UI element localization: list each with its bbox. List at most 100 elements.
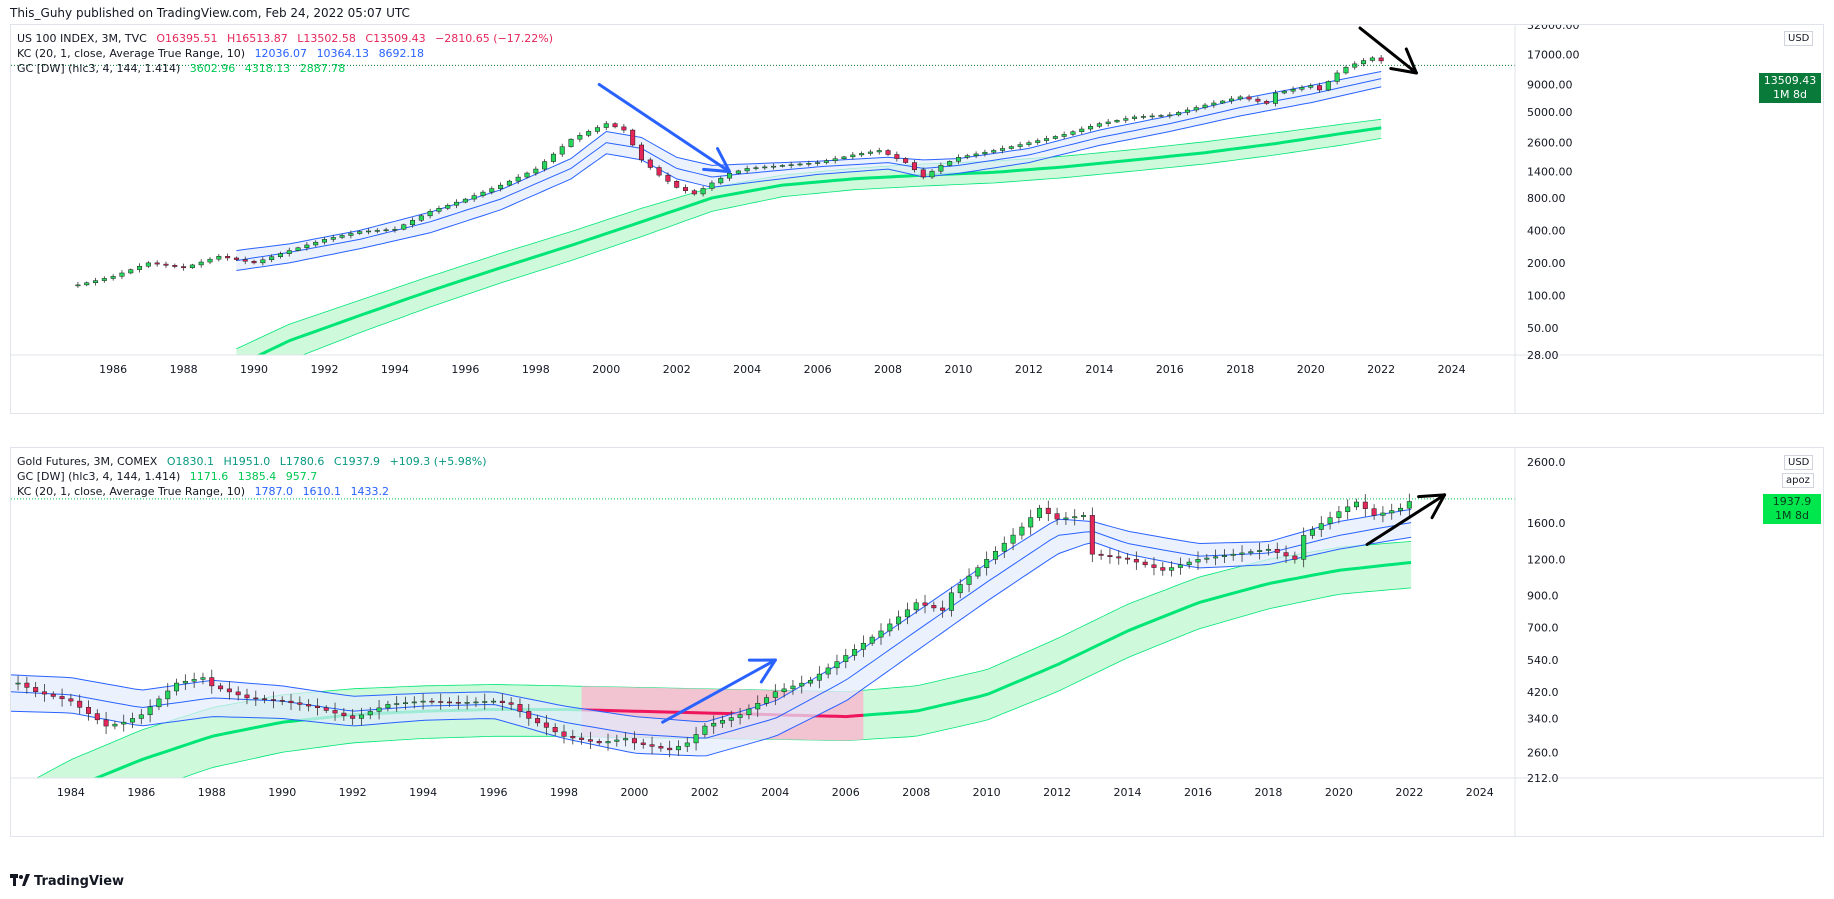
candle-body bbox=[887, 623, 893, 632]
candle-body bbox=[508, 702, 514, 705]
candle-body bbox=[165, 690, 171, 700]
candle-body bbox=[913, 602, 919, 611]
candle-body bbox=[1398, 507, 1404, 511]
candle-body bbox=[314, 705, 320, 708]
candle-body bbox=[667, 747, 673, 751]
gold-chart-panel[interactable]: 2600.0 1600.0 1200.0 900.0 700.0 540.0 420.0 34… bbox=[10, 447, 1824, 837]
candle-body bbox=[295, 247, 301, 251]
candle-body bbox=[790, 685, 796, 690]
x-tick-label: 2024 bbox=[1438, 363, 1466, 376]
candle-body bbox=[1079, 128, 1085, 132]
candle-body bbox=[885, 150, 891, 155]
candle-body bbox=[533, 168, 539, 174]
x-tick-label: 2006 bbox=[832, 786, 860, 799]
x-tick-label: 2000 bbox=[592, 363, 620, 376]
candle-body bbox=[806, 163, 812, 165]
kc-indicator-line[interactable]: KC (20, 1, close, Average True Range, 10… bbox=[17, 484, 493, 499]
x-tick-label: 1992 bbox=[339, 786, 367, 799]
candle-body bbox=[984, 559, 990, 568]
candle-body bbox=[411, 701, 417, 704]
candle-body bbox=[640, 742, 646, 745]
candle-body bbox=[1026, 142, 1032, 145]
x-tick-label: 2004 bbox=[761, 786, 789, 799]
kc-indicator-line[interactable]: KC (20, 1, close, Average True Range, 10… bbox=[17, 46, 559, 61]
y-tick-label: 50.00 bbox=[1527, 322, 1559, 335]
x-tick-label: 1994 bbox=[409, 786, 437, 799]
x-tick-label: 2022 bbox=[1395, 786, 1423, 799]
candle-body bbox=[471, 195, 477, 200]
candle-body bbox=[1052, 136, 1058, 139]
x-tick-label: 2006 bbox=[804, 363, 832, 376]
x-tick-label: 1998 bbox=[522, 363, 550, 376]
gc-indicator-line[interactable]: GC [DW] (hlc3, 4, 144, 1.414) 3602.96 43… bbox=[17, 61, 559, 76]
candle-body bbox=[1140, 116, 1146, 118]
candle-body bbox=[1142, 561, 1148, 566]
plot-area bbox=[11, 493, 1412, 778]
candle-body bbox=[286, 250, 292, 254]
candle-body bbox=[306, 704, 312, 707]
candle-body bbox=[1228, 98, 1234, 102]
candle-body bbox=[93, 280, 99, 283]
candle-body bbox=[24, 682, 30, 688]
candle-body bbox=[638, 144, 644, 161]
candle-body bbox=[1257, 550, 1263, 552]
gold-chart-svg[interactable]: 2600.0 1600.0 1200.0 900.0 700.0 540.0 420.0 34… bbox=[11, 448, 1823, 836]
candle-body bbox=[841, 156, 847, 159]
candle-body bbox=[867, 151, 873, 154]
y-tick-label: 212.0 bbox=[1527, 772, 1559, 785]
indicator-value: 1433.2 bbox=[350, 485, 390, 498]
candle-body bbox=[1036, 507, 1042, 518]
candle-body bbox=[1301, 535, 1307, 560]
x-tick-label: 1994 bbox=[381, 363, 409, 376]
candle-body bbox=[119, 272, 125, 277]
candle-body bbox=[543, 722, 549, 728]
y-tick-label: 800.00 bbox=[1527, 192, 1566, 205]
x-tick-label: 2002 bbox=[663, 363, 691, 376]
candle-body bbox=[683, 187, 689, 191]
candle-body bbox=[586, 131, 592, 136]
candle-body bbox=[464, 702, 470, 704]
candle-body bbox=[260, 259, 266, 264]
candle-body bbox=[1000, 148, 1006, 151]
candle-body bbox=[436, 208, 442, 212]
candle-body bbox=[825, 667, 831, 675]
apoz-label[interactable]: apoz bbox=[1782, 473, 1814, 488]
candle-body bbox=[1149, 115, 1155, 118]
candle-body bbox=[772, 691, 778, 698]
candle-body bbox=[137, 265, 143, 270]
candle-body bbox=[1088, 126, 1094, 130]
candle-body bbox=[1255, 98, 1261, 102]
candle-body bbox=[799, 682, 805, 687]
tradingview-footer[interactable]: TradingView bbox=[10, 874, 124, 889]
gc-indicator-line[interactable]: GC [DW] (hlc3, 4, 144, 1.414) 1171.6 138… bbox=[17, 469, 493, 484]
currency-label[interactable]: USD bbox=[1784, 455, 1814, 470]
candle-body bbox=[815, 162, 821, 164]
candle-body bbox=[1123, 118, 1129, 121]
candle-body bbox=[568, 138, 574, 147]
x-tick-label: 1986 bbox=[99, 363, 127, 376]
candle-body bbox=[929, 170, 935, 178]
candle-body bbox=[1369, 57, 1375, 61]
y-tick-label: 2600.00 bbox=[1527, 137, 1573, 150]
candle-body bbox=[75, 284, 81, 287]
nasdaq-chart-panel[interactable]: 32000.00 17000.00 9000.00 5000.00 2600.00 140… bbox=[10, 24, 1824, 414]
candle-body bbox=[84, 282, 90, 286]
symbol-name: US 100 INDEX, 3M, TVC bbox=[17, 32, 147, 45]
candle-body bbox=[542, 161, 548, 170]
x-tick-label: 2014 bbox=[1085, 363, 1113, 376]
y-tick-label: 900.0 bbox=[1527, 590, 1559, 603]
candle-body bbox=[684, 742, 690, 747]
ohlc-change: −2810.65 (−17.22%) bbox=[435, 32, 554, 45]
currency-label[interactable]: USD bbox=[1784, 31, 1814, 46]
candle-body bbox=[1389, 510, 1395, 514]
candle-body bbox=[876, 150, 882, 153]
candle-body bbox=[191, 679, 197, 682]
candle-body bbox=[1107, 555, 1113, 557]
x-tick-label: 1986 bbox=[127, 786, 155, 799]
candle-body bbox=[594, 127, 600, 132]
indicator-value: 1610.1 bbox=[302, 485, 342, 498]
candle-body bbox=[50, 693, 56, 697]
nasdaq-chart-svg[interactable]: 32000.00 17000.00 9000.00 5000.00 2600.00 140… bbox=[11, 25, 1823, 413]
x-tick-label: 2010 bbox=[944, 363, 972, 376]
kc-lower-line bbox=[236, 86, 1382, 271]
